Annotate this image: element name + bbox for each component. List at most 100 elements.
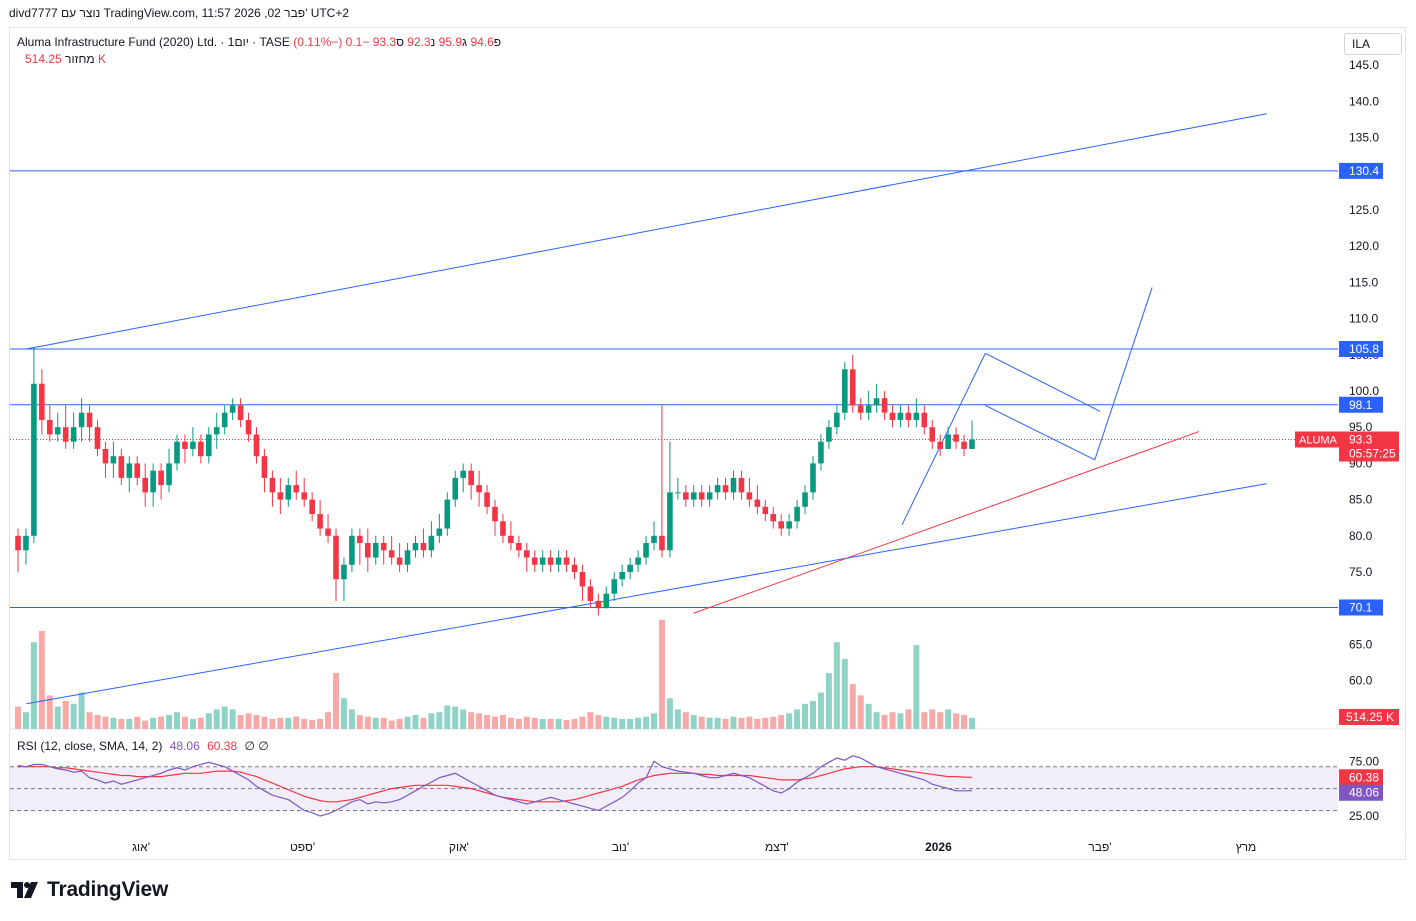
rsi-badge-text: 48.06 [1349, 786, 1379, 800]
time-tick-label: אוג' [132, 840, 150, 854]
candle-body [150, 470, 156, 493]
level-price-badge-text: 105.8 [1349, 342, 1379, 356]
volume-bar [404, 716, 411, 729]
candle-body [516, 543, 522, 551]
symbol-badge [1295, 431, 1339, 448]
candle-body [23, 535, 29, 551]
volume-bar [611, 717, 618, 729]
candle-body [834, 412, 840, 428]
volume-bar [770, 716, 777, 729]
high-label: ג [462, 35, 468, 49]
candle-body [158, 470, 164, 486]
level-price-badge [1339, 599, 1383, 616]
rsi-label[interactable]: RSI (12, close, SMA, 14, 2) [17, 739, 163, 753]
candle-body [293, 485, 300, 493]
price-tick-label: 100.0 [1349, 384, 1379, 398]
header-user-line: divd7777 נוצר עם TradingView.com, 11:57 … [9, 6, 350, 20]
volume-bar [15, 706, 21, 729]
volume-bar [555, 718, 562, 729]
candle-body [595, 600, 602, 609]
volume-bar [547, 718, 554, 729]
currency-button[interactable]: ILA [1344, 33, 1402, 55]
candle-body [571, 564, 578, 572]
volume-bar [420, 717, 427, 729]
volume-bar [134, 716, 141, 729]
candle-body [849, 369, 856, 406]
candle-body [420, 543, 427, 551]
volume-bar [388, 720, 395, 729]
volume-bar [762, 717, 769, 729]
candle-body [778, 521, 784, 529]
price-tick-label: 110.0 [1349, 312, 1378, 326]
candle-body [786, 521, 792, 529]
volume-bar [30, 642, 37, 729]
volume-bar [507, 717, 514, 729]
volume-bar [730, 716, 737, 729]
candle-body [110, 456, 117, 464]
candle-body [706, 492, 713, 500]
volume-bar [229, 709, 236, 729]
volume-bar [38, 631, 45, 729]
close-label: ס [396, 35, 404, 49]
high-value: 95.9 [438, 35, 463, 49]
tradingview-logo[interactable]: TradingView [11, 878, 168, 902]
candle-body [428, 535, 435, 551]
candle-body [524, 550, 530, 558]
volume-bar [873, 712, 880, 729]
candle-body [659, 535, 665, 551]
candle-body [945, 434, 951, 449]
volume-bar [643, 716, 650, 729]
volume-bar [929, 709, 936, 729]
volume-legend: מחזור 514.25 K [17, 52, 106, 66]
candle-body [213, 427, 220, 435]
candle-body [667, 492, 673, 551]
candle-body [436, 528, 443, 536]
volume-bar [921, 712, 928, 729]
trendline [1094, 287, 1153, 460]
volume-bar [635, 717, 642, 729]
candle-body [555, 557, 562, 565]
brand-name: TradingView [47, 878, 169, 901]
symbol-badge-text: ALUMA [1299, 435, 1338, 447]
volume-bar [492, 716, 498, 729]
candle-body [166, 463, 172, 486]
candle-body [635, 557, 641, 565]
volume-value: 514.25 K [25, 52, 106, 66]
candle-body [683, 492, 689, 500]
volume-bar [706, 717, 713, 729]
volume-bar [722, 718, 729, 729]
volume-bar [46, 695, 53, 729]
volume-bar [881, 715, 888, 729]
price-tick-label: 75.0 [1349, 565, 1373, 579]
volume-bar [444, 705, 451, 729]
volume-bar [285, 717, 292, 729]
volume-bar [452, 706, 459, 729]
volume-bar [627, 718, 634, 729]
candle-body [873, 398, 880, 406]
candle-body [349, 535, 355, 565]
volume-bar [499, 715, 506, 729]
volume-bar [945, 709, 952, 729]
candle-body [388, 550, 395, 558]
candle-body [754, 499, 761, 507]
time-tick-label: דצמ' [765, 840, 789, 854]
candle-body [86, 412, 93, 428]
volume-bar [356, 715, 363, 729]
candle-body [277, 492, 284, 500]
volume-bar [110, 717, 117, 729]
volume-bar [778, 715, 785, 729]
candle-body [690, 492, 697, 500]
candle-body [102, 448, 109, 464]
level-price-badge [1339, 341, 1383, 358]
last-price-countdown: 05:57:25 [1349, 447, 1396, 461]
price-tick-label: 120.0 [1349, 239, 1379, 253]
volume-bar [587, 712, 594, 729]
volume-bar [651, 713, 657, 729]
trendline [26, 483, 1267, 705]
volume-bar [253, 715, 260, 729]
symbol-name[interactable]: Aluma Infrastructure Fund (2020) Ltd. · … [17, 35, 290, 49]
low-value: 92.3 [407, 35, 431, 49]
volume-bar [603, 716, 610, 729]
volume-bar [126, 718, 133, 729]
